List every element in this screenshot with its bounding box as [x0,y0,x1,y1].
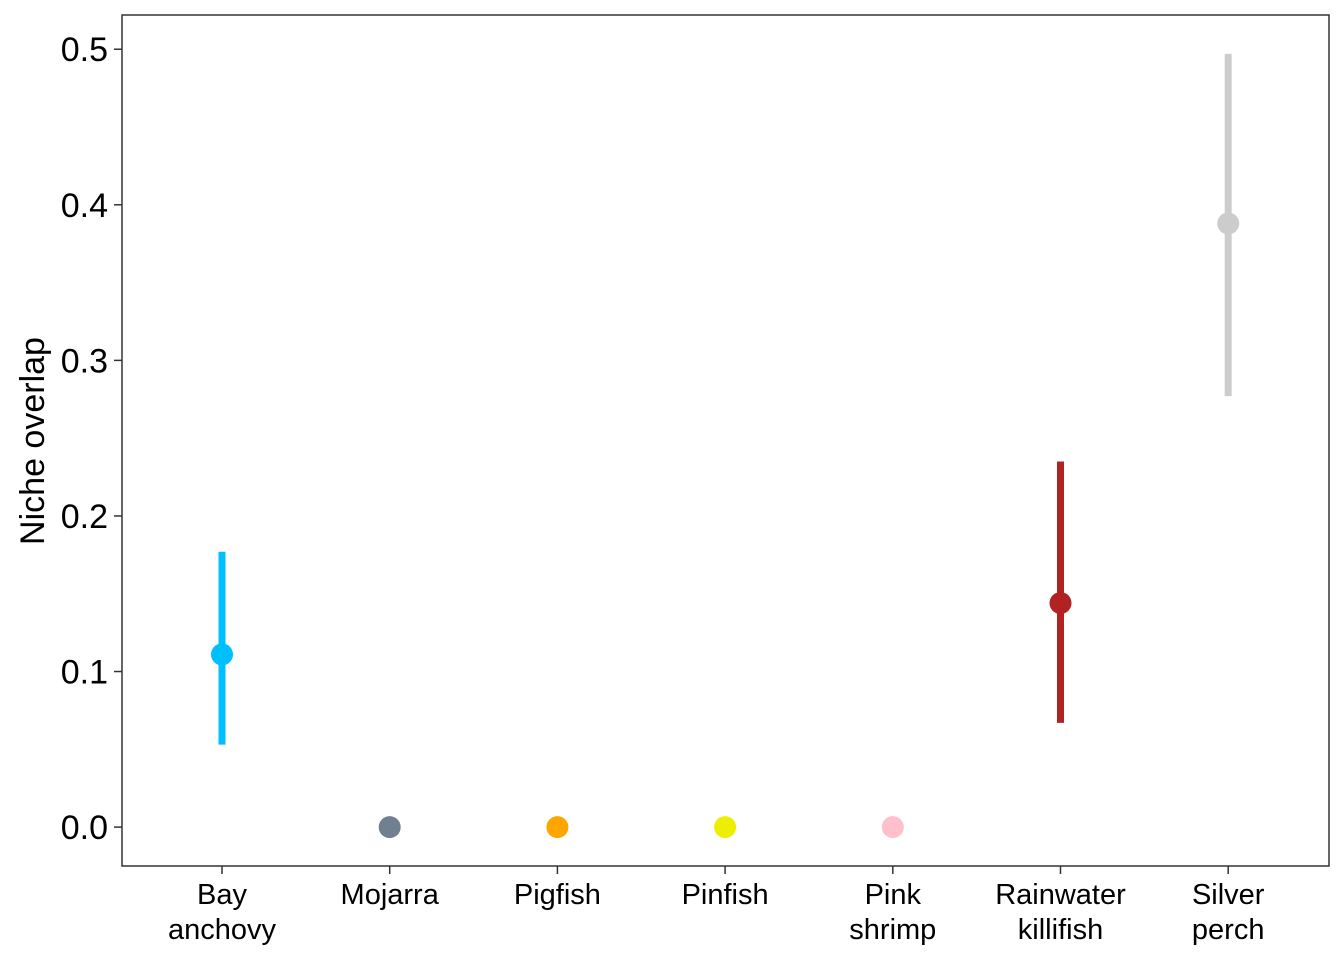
x-tick-label: Pigfish [514,879,601,911]
x-tick-label: perch [1192,914,1265,946]
data-point [378,816,401,839]
x-tick-label: Pinfish [682,879,769,911]
data-point [1217,212,1240,235]
y-tick-label: 0.5 [61,31,108,69]
y-axis: 0.0 0.1 0.2 0.3 0.4 0.5 [61,31,122,847]
y-tick-label: 0.2 [61,498,108,536]
y-tick-label: 0.4 [61,187,108,225]
data-point [1049,592,1072,615]
data-point [211,643,233,666]
plot-panel [121,14,1330,867]
data-point [546,816,569,839]
x-tick-label: shrimp [849,914,936,946]
x-tick-label: Mojarra [341,879,440,911]
data-marks [211,53,1240,839]
x-tick-label: killifish [1018,914,1103,946]
data-point [714,816,737,839]
y-axis-title: Niche overlap [14,337,52,545]
x-tick-label: Rainwater [995,879,1126,911]
x-tick-label: Bay [197,879,247,911]
y-tick-label: 0.1 [61,654,108,692]
y-tick-label: 0.0 [61,809,108,847]
x-tick-label: Pink [865,879,922,911]
x-tick-label: Silver [1192,879,1265,911]
y-tick-label: 0.3 [61,342,108,380]
data-point [881,816,904,839]
x-tick-label: anchovy [168,914,277,946]
